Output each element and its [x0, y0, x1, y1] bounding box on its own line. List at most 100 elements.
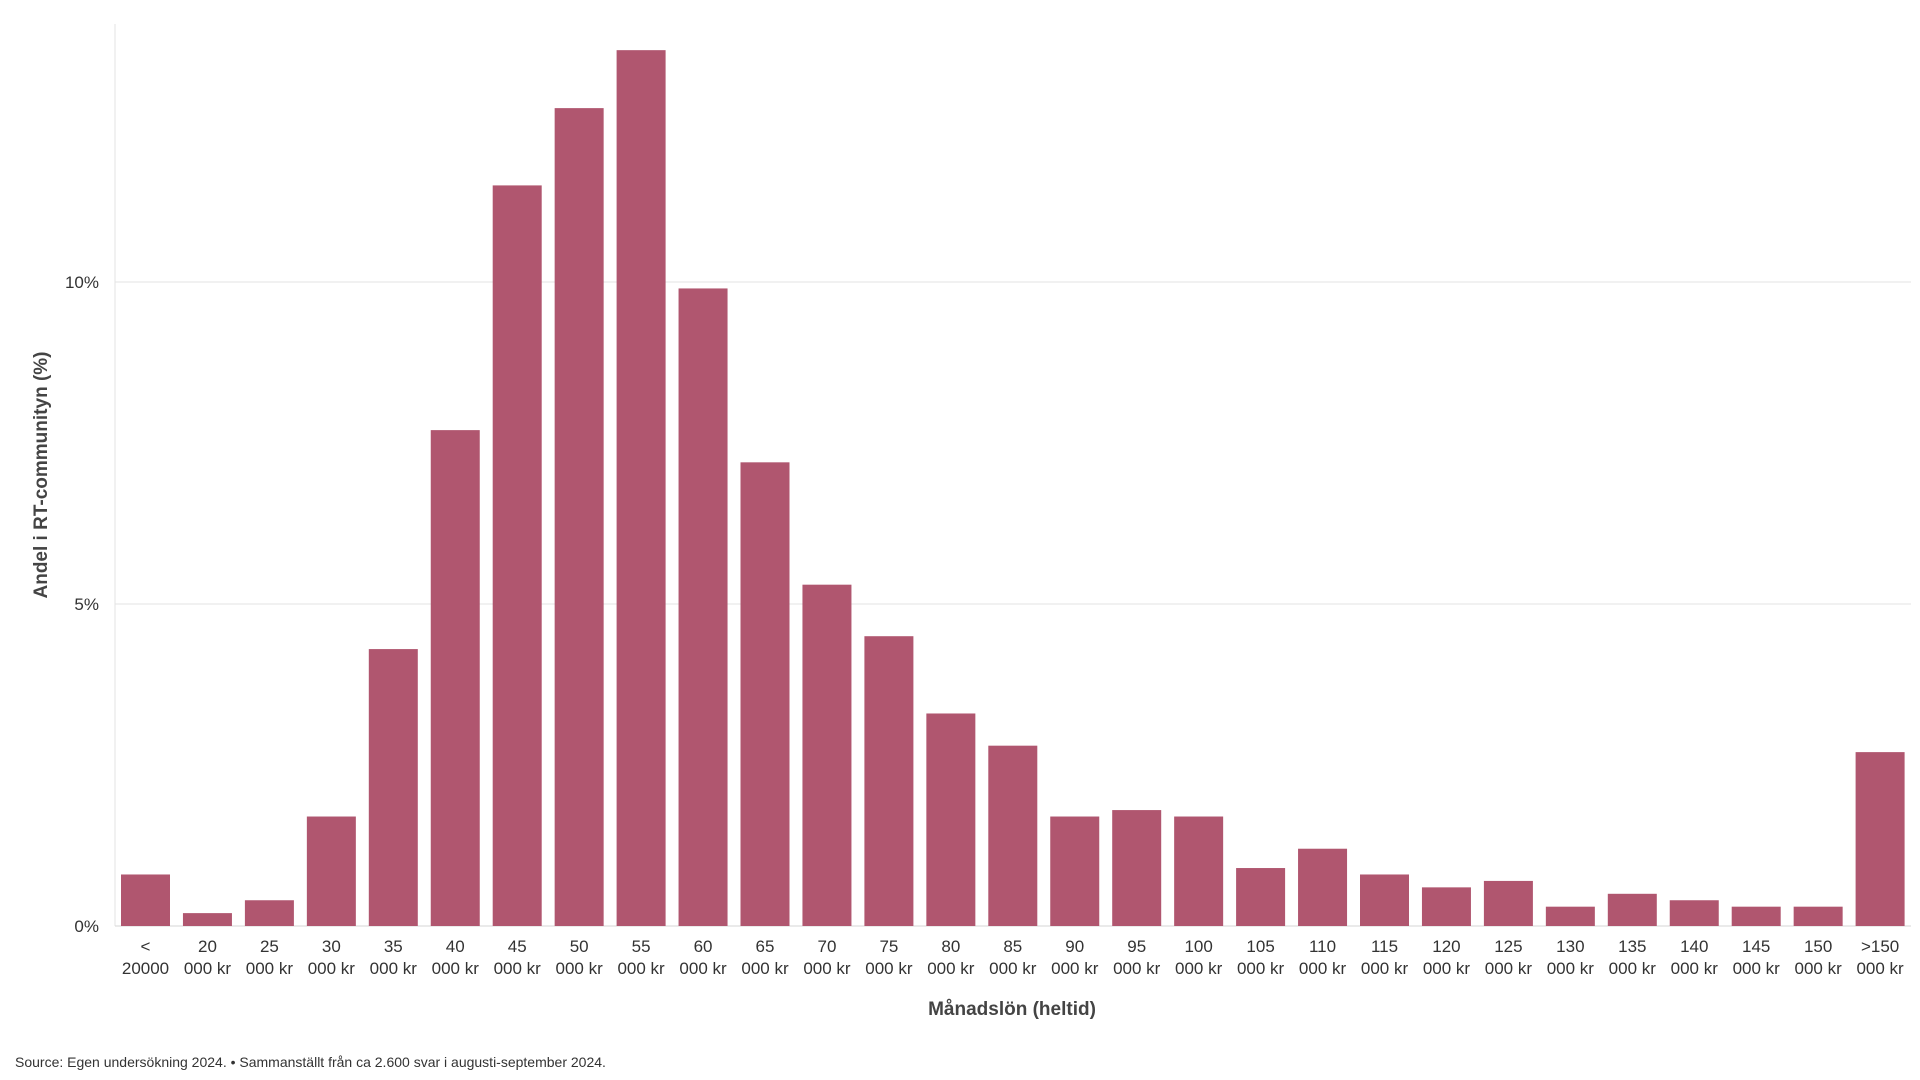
bar — [1483, 880, 1533, 926]
x-tick-label-line: 000 kr — [1299, 959, 1347, 978]
x-tick-label: >150 000 kr — [1856, 937, 1904, 978]
x-tick-label-line: 55 — [632, 937, 651, 956]
bar — [1360, 874, 1409, 926]
bar — [1855, 752, 1905, 926]
x-tick-label-line: 000 kr — [1795, 959, 1843, 978]
x-tick-label: 120 000 kr — [1423, 937, 1471, 978]
bar — [616, 50, 666, 927]
bar — [306, 816, 356, 926]
bar — [926, 713, 976, 926]
x-tick-label-line: 000 kr — [865, 959, 913, 978]
x-tick-label-line: 000 kr — [1485, 959, 1533, 978]
x-tick-label-line: 40 — [446, 937, 465, 956]
x-tick-label-line: 20 — [198, 937, 217, 956]
x-tick-label-line: 000 kr — [432, 959, 480, 978]
x-tick-label: 150 000 kr — [1795, 937, 1843, 978]
x-tick-label-line: 45 — [508, 937, 527, 956]
bar — [1236, 868, 1286, 926]
x-tick-label: 55 000 kr — [617, 937, 665, 978]
x-tick-label: 50 000 kr — [556, 937, 604, 978]
y-axis-ticks: 0% 5% 10% — [65, 273, 99, 936]
x-tick-label-line: 50 — [570, 937, 589, 956]
x-tick-label-line: < — [141, 937, 151, 956]
x-tick-label: 40 000 kr — [432, 937, 480, 978]
x-tick-label-line: 70 — [817, 937, 836, 956]
x-tick-label-line: 000 kr — [1051, 959, 1099, 978]
bar — [182, 913, 232, 926]
x-tick-label-line: 000 kr — [927, 959, 975, 978]
bar — [121, 874, 170, 926]
x-tick-label-line: 95 — [1127, 937, 1146, 956]
x-tick-label-line: 000 kr — [1671, 959, 1719, 978]
bar — [244, 900, 294, 926]
x-tick-label: 140 000 kr — [1671, 937, 1719, 978]
x-tick-label-line: 135 — [1618, 937, 1646, 956]
x-tick-label: 95 000 kr — [1113, 937, 1161, 978]
x-tick-label-line: 000 kr — [803, 959, 851, 978]
x-tick-label-line: 130 — [1556, 937, 1584, 956]
bar — [1174, 816, 1224, 926]
bar — [1731, 906, 1781, 926]
x-axis-title: Månadslön (heltid) — [928, 999, 1096, 1020]
x-tick-label-line: 000 kr — [1856, 959, 1904, 978]
bar — [492, 185, 542, 926]
x-tick-label: 135 000 kr — [1609, 937, 1657, 978]
x-tick-label: 85 000 kr — [989, 937, 1037, 978]
x-tick-label-line: 125 — [1494, 937, 1522, 956]
x-tick-label-line: 000 kr — [989, 959, 1037, 978]
x-tick-label-line: 35 — [384, 937, 403, 956]
bar — [1298, 848, 1348, 926]
x-tick-label: 90 000 kr — [1051, 937, 1099, 978]
x-tick-label-line: 000 kr — [1733, 959, 1781, 978]
bar — [430, 430, 480, 926]
bar — [368, 649, 418, 926]
x-tick-label-line: >150 — [1861, 937, 1899, 956]
x-tick-label: 130 000 kr — [1547, 937, 1595, 978]
x-tick-label: 35 000 kr — [370, 937, 418, 978]
x-tick-label-line: 20000 — [122, 959, 169, 978]
bar — [1050, 816, 1100, 926]
bar — [1669, 900, 1719, 926]
bar — [1545, 906, 1595, 926]
x-tick-label-line: 000 kr — [246, 959, 294, 978]
x-tick-label-line: 000 kr — [1609, 959, 1657, 978]
bar — [740, 462, 790, 926]
x-tick-label-line: 65 — [756, 937, 775, 956]
x-tick-label: 75 000 kr — [865, 937, 913, 978]
x-tick-label: 30 000 kr — [308, 937, 356, 978]
x-tick-label: 60 000 kr — [679, 937, 727, 978]
x-tick-label-line: 75 — [879, 937, 898, 956]
x-tick-label: 80 000 kr — [927, 937, 975, 978]
y-tick-label: 0% — [74, 917, 99, 936]
x-tick-label-line: 100 — [1184, 937, 1212, 956]
x-tick-label-line: 000 kr — [1175, 959, 1223, 978]
x-tick-label: 110 000 kr — [1299, 937, 1347, 978]
x-tick-label-line: 90 — [1065, 937, 1084, 956]
x-tick-label-line: 115 — [1371, 937, 1398, 956]
bar — [988, 745, 1038, 926]
x-tick-label-line: 85 — [1003, 937, 1022, 956]
x-tick-label-line: 120 — [1432, 937, 1460, 956]
bar — [554, 108, 604, 927]
x-tick-label-line: 000 kr — [1547, 959, 1595, 978]
x-tick-label: 105 000 kr — [1237, 937, 1285, 978]
y-axis-title: Andel i RT-communityn (%) — [31, 352, 52, 599]
x-tick-label-line: 000 kr — [1113, 959, 1161, 978]
x-tick-label: 65 000 kr — [741, 937, 789, 978]
x-tick-label-line: 30 — [322, 937, 341, 956]
x-tick-label-line: 000 kr — [494, 959, 542, 978]
x-tick-label-line: 000 kr — [741, 959, 789, 978]
bar — [1112, 810, 1162, 926]
bar — [678, 288, 728, 926]
x-tick-label-line: 000 kr — [308, 959, 356, 978]
bar — [1607, 893, 1657, 926]
x-tick-label-line: 000 kr — [617, 959, 665, 978]
x-tick-label: 45 000 kr — [494, 937, 542, 978]
x-tick-label-line: 000 kr — [1361, 959, 1409, 978]
x-tick-label-line: 25 — [260, 937, 279, 956]
x-tick-label-line: 145 — [1742, 937, 1770, 956]
x-tick-label-line: 140 — [1680, 937, 1708, 956]
